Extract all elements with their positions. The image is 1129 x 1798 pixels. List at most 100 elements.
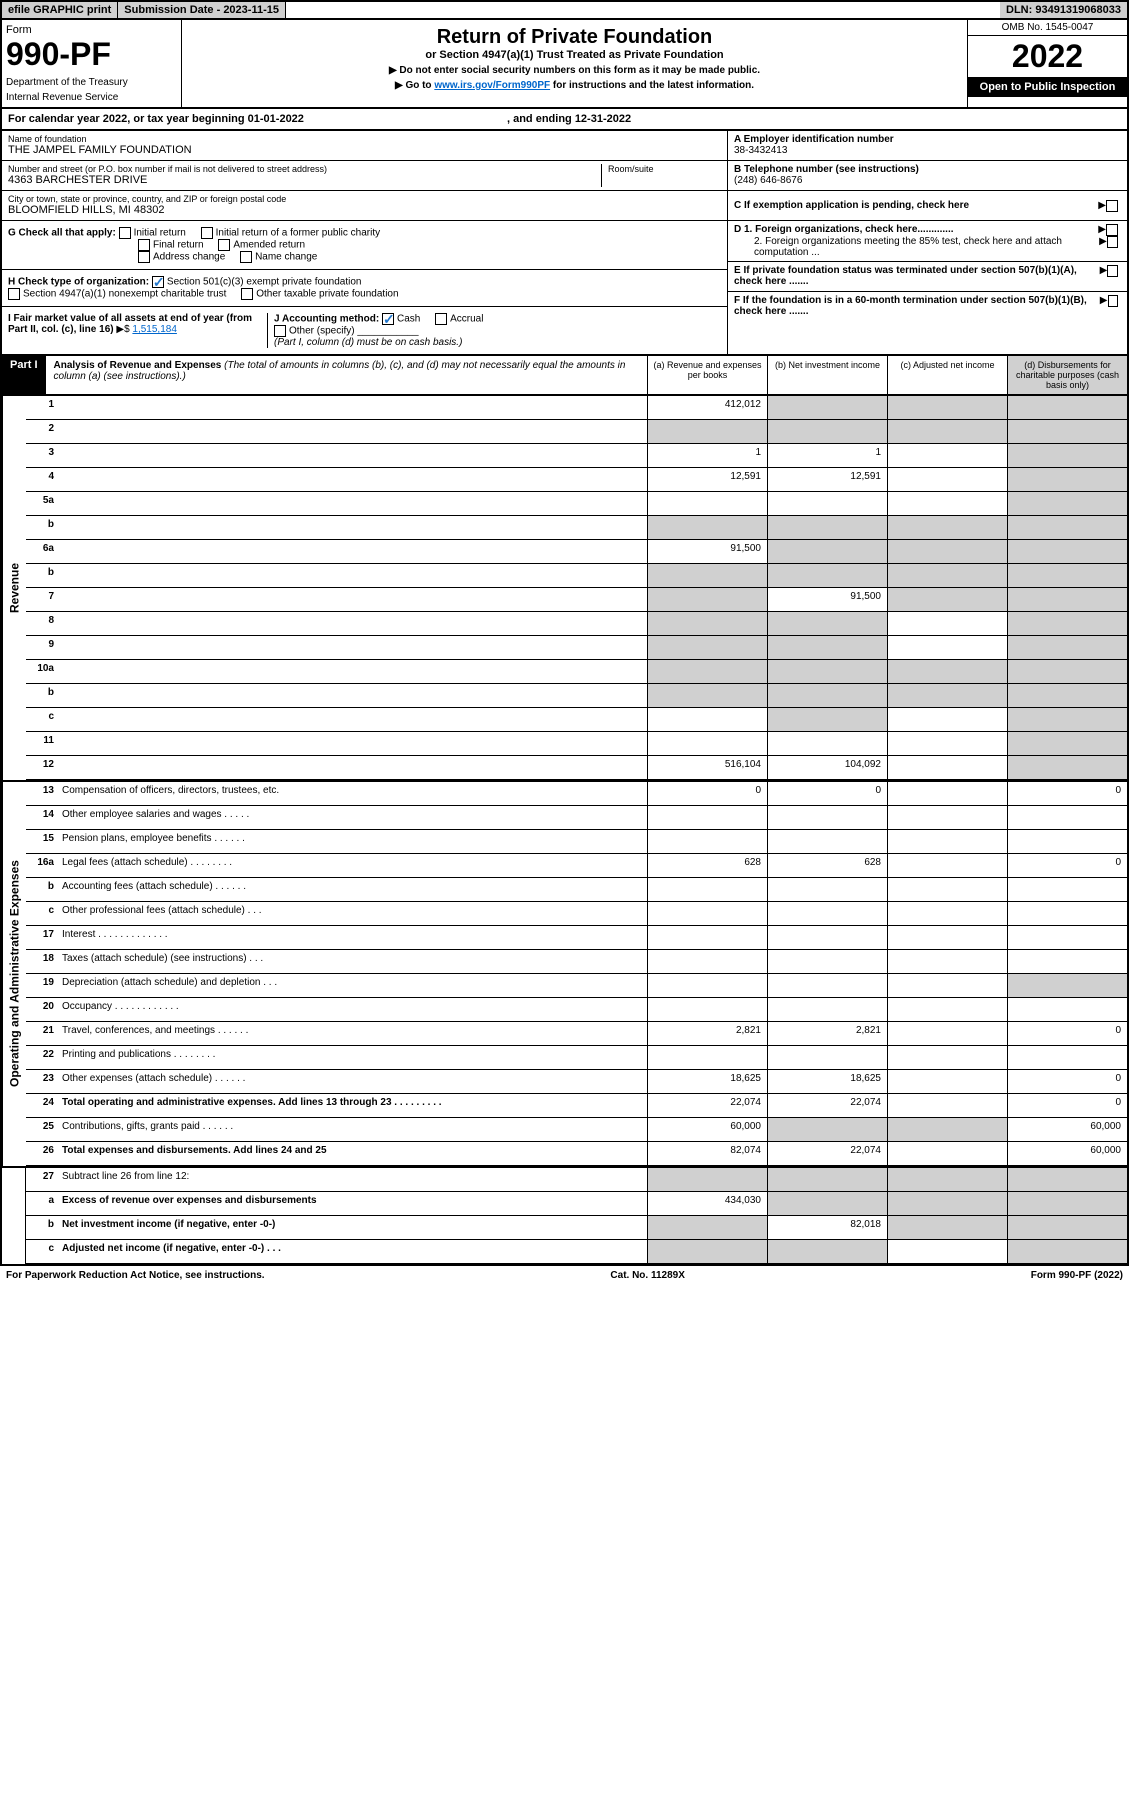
table-row: b Net investment income (if negative, en… xyxy=(26,1216,1127,1240)
cell-b: 628 xyxy=(767,854,887,877)
cell-c xyxy=(887,612,1007,635)
cell-b xyxy=(767,732,887,755)
other-taxable-checkbox[interactable] xyxy=(241,288,253,300)
cell-a xyxy=(647,420,767,443)
cell-d: 60,000 xyxy=(1007,1142,1127,1165)
form-instruction-1: ▶ Do not enter social security numbers o… xyxy=(188,65,961,76)
cell-d xyxy=(1007,636,1127,659)
room-label: Room/suite xyxy=(608,164,721,174)
cell-a: 60,000 xyxy=(647,1118,767,1141)
cell-b xyxy=(767,974,887,997)
address-change-checkbox[interactable] xyxy=(138,251,150,263)
line-number: 15 xyxy=(26,830,58,853)
accrual-checkbox[interactable] xyxy=(435,313,447,325)
cell-b xyxy=(767,1168,887,1191)
page-footer: For Paperwork Reduction Act Notice, see … xyxy=(0,1266,1129,1285)
table-row: 9 xyxy=(26,636,1127,660)
table-row: 26 Total expenses and disbursements. Add… xyxy=(26,1142,1127,1166)
line-number: 23 xyxy=(26,1070,58,1093)
cell-a xyxy=(647,950,767,973)
line-description: Interest . . . . . . . . . . . . . xyxy=(58,926,647,949)
cell-a: 12,591 xyxy=(647,468,767,491)
line-description xyxy=(58,492,647,515)
cell-b xyxy=(767,1118,887,1141)
table-row: 10a xyxy=(26,660,1127,684)
status-terminated-checkbox[interactable] xyxy=(1107,265,1118,277)
cell-c xyxy=(887,1046,1007,1069)
cell-a xyxy=(647,902,767,925)
col-c-header: (c) Adjusted net income xyxy=(887,356,1007,394)
60-month-checkbox[interactable] xyxy=(1108,295,1119,307)
cell-a xyxy=(647,1216,767,1239)
cell-c xyxy=(887,492,1007,515)
cell-d xyxy=(1007,902,1127,925)
foreign-85-checkbox[interactable] xyxy=(1107,236,1118,248)
foreign-org-checkbox[interactable] xyxy=(1106,224,1118,236)
table-row: c Other professional fees (attach schedu… xyxy=(26,902,1127,926)
line-number: b xyxy=(26,878,58,901)
tax-year: 2022 xyxy=(968,36,1127,77)
cell-a xyxy=(647,636,767,659)
cell-d xyxy=(1007,756,1127,779)
cell-d xyxy=(1007,1240,1127,1263)
cell-a xyxy=(647,926,767,949)
cell-d xyxy=(1007,974,1127,997)
cell-b: 22,074 xyxy=(767,1094,887,1117)
line-description: Occupancy . . . . . . . . . . . . xyxy=(58,998,647,1021)
cell-b xyxy=(767,612,887,635)
revenue-section: Revenue 1 412,012 2 3 1 1 4 12,591 12 xyxy=(0,396,1129,782)
efile-print-button[interactable]: efile GRAPHIC print xyxy=(2,2,118,18)
501c3-checkbox[interactable] xyxy=(152,276,164,288)
omb-number: OMB No. 1545-0047 xyxy=(968,20,1127,36)
line-description: Other professional fees (attach schedule… xyxy=(58,902,647,925)
cell-a xyxy=(647,998,767,1021)
cell-a xyxy=(647,1168,767,1191)
cell-c xyxy=(887,782,1007,805)
cash-checkbox[interactable] xyxy=(382,313,394,325)
line-number: 22 xyxy=(26,1046,58,1069)
line-number: a xyxy=(26,1192,58,1215)
cell-c xyxy=(887,420,1007,443)
cell-c xyxy=(887,974,1007,997)
table-row: a Excess of revenue over expenses and di… xyxy=(26,1192,1127,1216)
cell-c xyxy=(887,684,1007,707)
initial-return-checkbox[interactable] xyxy=(119,227,131,239)
cell-d xyxy=(1007,420,1127,443)
fmv-link[interactable]: 1,515,184 xyxy=(132,324,177,335)
table-row: 19 Depreciation (attach schedule) and de… xyxy=(26,974,1127,998)
entity-info-block: Name of foundation THE JAMPEL FAMILY FOU… xyxy=(0,131,1129,356)
table-row: 1 412,012 xyxy=(26,396,1127,420)
4947-checkbox[interactable] xyxy=(8,288,20,300)
line-number: 4 xyxy=(26,468,58,491)
cell-a xyxy=(647,564,767,587)
col-a-header: (a) Revenue and expenses per books xyxy=(647,356,767,394)
h-label: H Check type of organization: xyxy=(8,277,149,288)
line-number: 9 xyxy=(26,636,58,659)
irs-link[interactable]: www.irs.gov/Form990PF xyxy=(434,80,550,91)
amended-return-checkbox[interactable] xyxy=(218,239,230,251)
cell-a xyxy=(647,974,767,997)
cell-d xyxy=(1007,540,1127,563)
line-description xyxy=(58,732,647,755)
d1-label: D 1. Foreign organizations, check here..… xyxy=(734,224,954,236)
form-title: Return of Private Foundation xyxy=(188,26,961,49)
cell-b xyxy=(767,564,887,587)
table-row: 27 Subtract line 26 from line 12: xyxy=(26,1168,1127,1192)
cell-b xyxy=(767,1192,887,1215)
line-number: b xyxy=(26,516,58,539)
cell-b xyxy=(767,926,887,949)
line-number: 3 xyxy=(26,444,58,467)
exemption-pending-checkbox[interactable] xyxy=(1106,200,1118,212)
name-change-checkbox[interactable] xyxy=(240,251,252,263)
other-method-checkbox[interactable] xyxy=(274,325,286,337)
line-description xyxy=(58,612,647,635)
form-subtitle: or Section 4947(a)(1) Trust Treated as P… xyxy=(188,49,961,61)
final-return-checkbox[interactable] xyxy=(138,239,150,251)
line-description: Total expenses and disbursements. Add li… xyxy=(58,1142,647,1165)
initial-public-checkbox[interactable] xyxy=(201,227,213,239)
line-description: Depreciation (attach schedule) and deple… xyxy=(58,974,647,997)
line-description xyxy=(58,708,647,731)
address: 4363 BARCHESTER DRIVE xyxy=(8,174,601,186)
cell-c xyxy=(887,1240,1007,1263)
submission-date: Submission Date - 2023-11-15 xyxy=(118,2,286,18)
